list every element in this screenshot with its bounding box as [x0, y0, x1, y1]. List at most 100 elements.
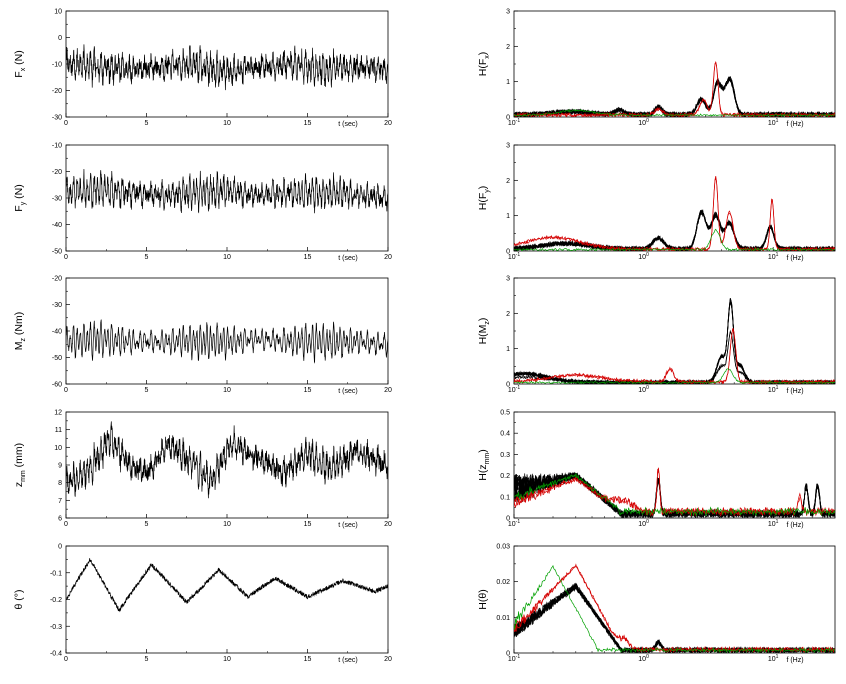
x-tick-label: 0 — [64, 521, 68, 528]
y-tick-label: 0 — [58, 35, 62, 42]
y-tick-label: 3 — [506, 276, 510, 283]
data-series-line — [514, 108, 835, 117]
chart-fy_time: -50 -40 -30 -20 -10 0 5 10 15 20 t (sec) Fy (N) — [13, 143, 392, 263]
series-group — [66, 319, 388, 364]
x-tick-label: 15 — [304, 387, 312, 394]
y-axis-label: H(Fx) — [477, 52, 491, 77]
series-group — [514, 175, 835, 251]
y-tick-label: -20 — [52, 276, 62, 283]
data-series-line — [514, 301, 835, 384]
chart-mz_time: -60 -50 -40 -30 -20 0 5 10 15 20 t (sec) Mz (Nm) — [13, 276, 392, 396]
x-tick-label: 5 — [145, 521, 149, 528]
y-tick-label: -0.2 — [50, 597, 62, 604]
x-axis-label: f (Hz) — [786, 388, 803, 395]
chart-theta_time: -0.4 -0.3 -0.2 -0.1 0 0 5 10 15 20 t (sec) θ (°) — [13, 544, 392, 665]
series-group — [514, 297, 835, 384]
x-tick-label: 20 — [384, 387, 392, 394]
plot-frame — [513, 277, 836, 385]
y-tick-label: 3 — [506, 143, 510, 150]
x-axis-label: t (sec) — [338, 657, 357, 664]
x-axis-label: t (sec) — [338, 255, 357, 262]
y-axis-label: zmm (mm) — [13, 443, 27, 487]
chart-mz_freq: 0 1 2 3 10-1 100 101 f (Hz) H(Mz) — [477, 276, 836, 395]
x-tick-label: 15 — [304, 120, 312, 127]
y-tick-label: -10 — [52, 143, 62, 150]
x-tick-label: 101 — [768, 519, 779, 528]
x-tick-label: 0 — [64, 254, 68, 261]
x-tick-label: 10 — [223, 521, 231, 528]
data-series-line — [514, 300, 835, 384]
data-series-line — [66, 421, 388, 499]
y-tick-label: 0 — [506, 115, 510, 122]
y-tick-label: 0.2 — [500, 473, 510, 480]
data-series-line — [514, 368, 835, 384]
y-tick-label: 11 — [55, 427, 62, 434]
x-tick-label: 20 — [384, 254, 392, 261]
y-tick-label: 0 — [506, 249, 510, 256]
series-group — [66, 421, 388, 499]
y-tick-label: -30 — [52, 115, 62, 122]
y-tick-label: 10 — [54, 445, 62, 452]
x-axis-label: t (sec) — [338, 388, 357, 395]
data-series-line — [514, 228, 835, 251]
x-axis-label: f (Hz) — [786, 255, 803, 262]
x-tick-label: 100 — [638, 519, 649, 528]
y-tick-label: -0.3 — [50, 624, 62, 631]
x-axis-label: t (sec) — [338, 121, 357, 128]
x-tick-label: 10-1 — [508, 252, 520, 261]
chart-zmm_time: 6 7 8 9 10 11 12 0 5 10 15 20 t (sec) zmm (mm) — [13, 410, 392, 530]
y-tick-label: -60 — [52, 382, 62, 389]
plot-frame — [513, 10, 836, 118]
chart-theta_freq: 0 0.01 0.02 0.03 10-1 100 101 f (Hz) H(θ) — [477, 544, 836, 664]
y-tick-label: 3 — [506, 9, 510, 16]
series-group — [514, 467, 835, 518]
x-tick-label: 10 — [223, 387, 231, 394]
series-group — [514, 60, 835, 117]
chart-fy_freq: 0 1 2 3 10-1 100 101 f (Hz) H(Fy) — [477, 143, 836, 262]
plot-frame — [513, 545, 836, 654]
y-tick-label: 2 — [506, 311, 510, 318]
y-tick-label: 2 — [506, 178, 510, 185]
x-tick-label: 20 — [384, 656, 392, 663]
y-tick-label: 8 — [58, 480, 62, 487]
x-tick-label: 5 — [145, 120, 149, 127]
y-axis-label: Fy (N) — [13, 184, 27, 211]
x-axis-label: f (Hz) — [786, 657, 803, 664]
x-tick-label: 15 — [304, 254, 312, 261]
y-axis-label: Mz (Nm) — [13, 312, 27, 351]
x-tick-label: 101 — [768, 385, 779, 394]
data-series-line — [514, 301, 835, 384]
y-tick-label: 2 — [506, 44, 510, 51]
data-series-line — [66, 319, 388, 364]
y-axis-label: H(zmm) — [477, 449, 491, 481]
y-tick-label: 9 — [58, 463, 62, 470]
x-tick-label: 15 — [304, 656, 312, 663]
y-tick-label: 0.4 — [500, 431, 510, 438]
data-series-line — [514, 298, 835, 384]
y-tick-label: 1 — [506, 79, 510, 86]
plot-frame — [513, 411, 836, 519]
y-tick-label: 0.01 — [496, 615, 510, 622]
series-group — [66, 169, 388, 214]
y-tick-label: -10 — [52, 62, 62, 69]
x-tick-label: 10 — [223, 120, 231, 127]
x-tick-label: 15 — [304, 521, 312, 528]
data-series-line — [514, 563, 835, 653]
x-tick-label: 100 — [638, 252, 649, 261]
data-series-line — [66, 558, 388, 613]
x-tick-label: 0 — [64, 387, 68, 394]
x-tick-label: 100 — [638, 654, 649, 663]
x-tick-label: 0 — [64, 656, 68, 663]
chart-fx_freq: 0 1 2 3 10-1 100 101 f (Hz) H(Fx) — [477, 9, 836, 128]
data-series-line — [66, 169, 388, 214]
x-axis-label: f (Hz) — [786, 121, 803, 128]
x-tick-label: 20 — [384, 521, 392, 528]
y-tick-label: 10 — [54, 9, 62, 16]
x-axis-label: f (Hz) — [786, 522, 803, 529]
y-tick-label: -50 — [52, 249, 62, 256]
data-series-line — [514, 301, 835, 384]
x-tick-label: 101 — [768, 118, 779, 127]
data-series-line — [514, 467, 835, 517]
data-series-line — [514, 473, 835, 517]
